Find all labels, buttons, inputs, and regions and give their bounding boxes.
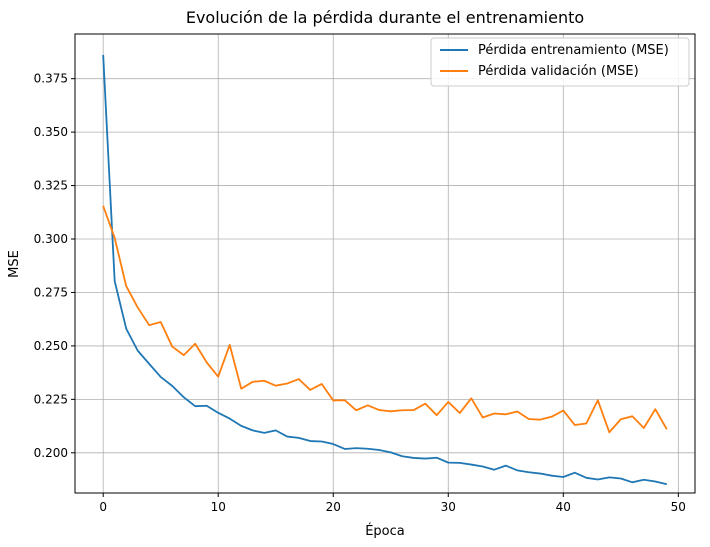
- plot-frame: [74, 33, 696, 494]
- legend-label-train: Pérdida entrenamiento (MSE): [478, 43, 669, 58]
- y-tick-label: 0.325: [34, 179, 68, 193]
- y-tick-label: 0.375: [34, 72, 68, 86]
- x-axis: 0 10 20 30 40 50: [99, 493, 686, 514]
- y-tick-label: 0.275: [34, 285, 68, 299]
- y-tick-label: 0.350: [34, 125, 68, 139]
- x-tick-label: 0: [99, 500, 107, 514]
- legend-box: [430, 37, 690, 87]
- y-tick-label: 0.225: [34, 392, 68, 406]
- x-tick-label: 50: [671, 500, 686, 514]
- x-tick-label: 10: [211, 500, 226, 514]
- chart-title: Evolución de la pérdida durante el entre…: [186, 8, 584, 27]
- y-axis: 0.200 0.225 0.250 0.275 0.300 0.325 0.350 0.375: [34, 72, 75, 460]
- legend-label-val: Pérdida validación (MSE): [478, 64, 639, 79]
- x-axis-label: Época: [365, 523, 405, 539]
- legend: Pérdida entrenamiento (MSE) Pérdida vali…: [430, 37, 690, 87]
- series-layer: [102, 54, 668, 486]
- y-tick-label: 0.250: [34, 339, 68, 353]
- x-tick-label: 40: [556, 500, 571, 514]
- grid: [75, 34, 695, 493]
- y-axis-label: MSE: [7, 250, 22, 278]
- y-tick-label: 0.300: [34, 232, 68, 246]
- y-tick-label: 0.200: [34, 446, 68, 460]
- x-tick-label: 20: [326, 500, 341, 514]
- x-tick-label: 30: [441, 500, 456, 514]
- series-line-val: [102, 205, 668, 434]
- series-line-train: [102, 54, 668, 486]
